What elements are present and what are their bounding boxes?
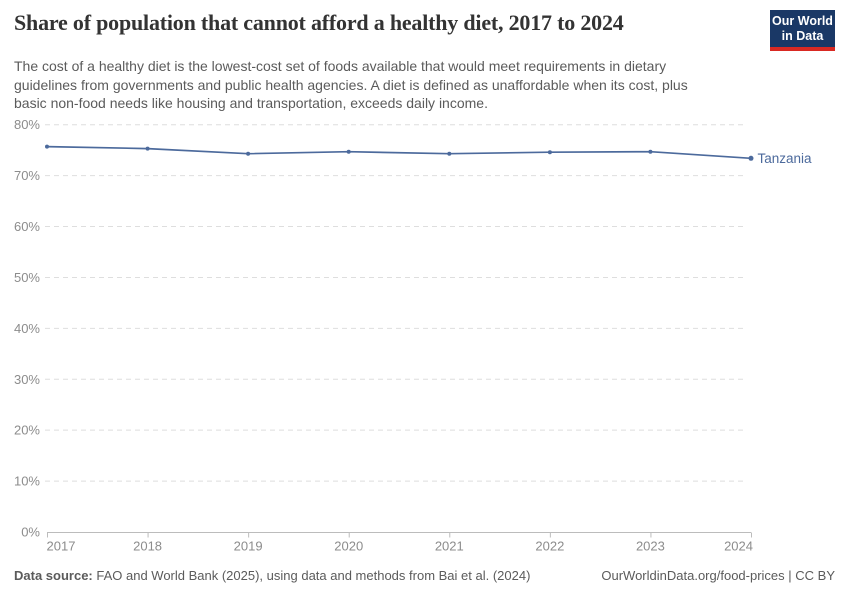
chart-subtitle-line: guidelines from governments and public h… xyxy=(14,76,688,93)
x-axis-tick-label: 2018 xyxy=(133,539,162,554)
tanzania-data-point xyxy=(748,155,754,161)
data-source-text: FAO and World Bank (2025), using data an… xyxy=(92,568,531,583)
chart-footer: Data source: FAO and World Bank (2025), … xyxy=(14,567,835,585)
y-axis-tick-label: 20% xyxy=(14,423,40,438)
x-axis-tick-label: 2022 xyxy=(535,539,564,554)
series-label-tanzania[interactable]: Tanzania xyxy=(758,151,813,166)
license-link[interactable]: OurWorldinData.org/food-prices | CC BY xyxy=(601,568,835,583)
tanzania-data-point xyxy=(447,151,452,156)
data-source-label: Data source: xyxy=(14,568,93,583)
data-source-note: Data source: FAO and World Bank (2025), … xyxy=(14,567,530,585)
y-axis-tick-label: 10% xyxy=(14,474,40,489)
chart-subtitle-line: basic non-food needs like housing and tr… xyxy=(14,95,488,111)
owid-logo-line2: in Data xyxy=(781,28,824,43)
tanzania-data-point xyxy=(648,149,653,154)
x-axis-tick-label: 2024 xyxy=(724,539,753,554)
y-axis-tick-label: 0% xyxy=(21,525,40,540)
y-axis-tick-label: 80% xyxy=(14,117,40,132)
x-axis-tick-label: 2020 xyxy=(334,539,363,554)
tanzania-data-point xyxy=(45,144,49,149)
y-axis-tick-label: 40% xyxy=(14,321,40,336)
tanzania-line xyxy=(46,145,752,160)
tanzania-data-point xyxy=(547,150,552,155)
tanzania-data-point xyxy=(145,146,150,151)
y-axis-tick-label: 50% xyxy=(14,270,40,285)
tanzania-data-point xyxy=(346,149,351,154)
chart-subtitle-line: The cost of a healthy diet is the lowest… xyxy=(14,58,667,74)
y-axis-tick-label: 70% xyxy=(14,168,40,183)
x-axis-tick-label: 2017 xyxy=(47,539,76,554)
x-axis-tick-label: 2021 xyxy=(435,539,464,554)
chart-title: Share of population that cannot afford a… xyxy=(14,10,624,35)
x-axis-tick-label: 2023 xyxy=(636,539,665,554)
x-axis-tick-label: 2019 xyxy=(234,539,263,554)
owid-logo-line1: Our World xyxy=(772,13,833,28)
owid-logo[interactable]: Our World in Data xyxy=(770,10,835,51)
y-axis-tick-label: 30% xyxy=(14,372,40,387)
y-axis-tick-label: 60% xyxy=(14,219,40,234)
chart-subtitle: The cost of a healthy diet is the lowest… xyxy=(14,57,688,113)
tanzania-data-point xyxy=(246,151,251,156)
